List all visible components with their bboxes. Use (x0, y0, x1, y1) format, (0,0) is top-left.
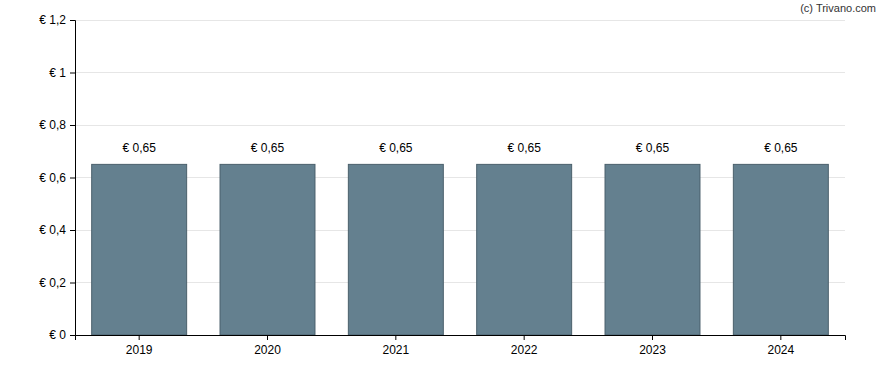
grid-line (75, 20, 845, 21)
plot: € 0€ 0,2€ 0,4€ 0,6€ 0,8€ 1€ 1,2201920202… (39, 13, 845, 356)
y-tick-mark (70, 20, 75, 21)
data-label: € 0,65 (379, 141, 413, 155)
y-tick: € 0,6 (39, 171, 75, 185)
bar (477, 164, 572, 335)
x-tick: 2020 (254, 335, 281, 357)
grid-line (75, 282, 845, 283)
grid-line (75, 177, 845, 178)
x-tick-mark (267, 335, 268, 340)
x-tick: 2022 (511, 335, 538, 357)
y-tick-mark (70, 178, 75, 179)
y-tick: € 1 (49, 66, 75, 80)
x-tick-label: 2019 (126, 343, 153, 357)
y-tick-mark (70, 73, 75, 74)
y-tick: € 0,2 (39, 276, 75, 290)
x-tick-label: 2023 (639, 343, 666, 357)
x-tick-label: 2020 (254, 343, 281, 357)
y-tick-label: € 1,2 (39, 13, 66, 27)
y-tick-label: € 0,6 (39, 171, 66, 185)
bar (348, 164, 443, 335)
data-label: € 0,65 (251, 141, 285, 155)
x-tick-mark (395, 335, 396, 340)
copyright: (c) Trivano.com (800, 2, 876, 14)
x-tick: 2019 (126, 335, 153, 357)
x-tick-label: 2022 (511, 343, 538, 357)
y-tick-mark (70, 283, 75, 284)
x-tick-mark (652, 335, 653, 340)
annotations: (c) Trivano.com (800, 2, 876, 14)
y-tick: € 0,4 (39, 223, 75, 237)
bar (220, 164, 315, 335)
y-tick-label: € 1 (49, 66, 66, 80)
data-label: € 0,65 (636, 141, 670, 155)
x-tick: 2021 (382, 335, 409, 357)
y-tick: € 1,2 (39, 13, 75, 27)
y-tick: € 0,8 (39, 118, 75, 132)
y-axis-line (70, 21, 76, 336)
y-tick-label: € 0,2 (39, 276, 66, 290)
x-tick-mark (139, 335, 140, 340)
y-tick: € 0 (49, 328, 75, 342)
x-tick-label: 2021 (382, 343, 409, 357)
y-tick-label: € 0 (49, 328, 66, 342)
data-label: € 0,65 (122, 141, 156, 155)
y-tick-mark (70, 230, 75, 231)
x-tick: 2024 (767, 335, 794, 357)
bar (92, 164, 187, 335)
bar (605, 164, 700, 335)
y-tick-mark (70, 335, 75, 336)
x-tick-label: 2024 (767, 343, 794, 357)
x-tick: 2023 (639, 335, 666, 357)
y-tick-mark (70, 125, 75, 126)
data-label: € 0,65 (764, 141, 798, 155)
bars (92, 164, 829, 335)
x-axis-line (76, 336, 846, 341)
y-tick-label: € 0,8 (39, 118, 66, 132)
data-labels: € 0,65 € 0,65 € 0,65 € 0,65 € 0,65 € 0,65 (122, 141, 797, 155)
y-tick-label: € 0,4 (39, 223, 66, 237)
grid-line (75, 125, 845, 126)
data-label: € 0,65 (507, 141, 541, 155)
grid (75, 20, 845, 335)
grid-line (75, 230, 845, 231)
y-axis: € 0 € 0,2 € 0,4 € 0,6 € 0,8 € 1 € 1,2 (39, 13, 75, 342)
x-tick-mark (780, 335, 781, 340)
grid-line (75, 72, 845, 73)
x-tick-mark (524, 335, 525, 340)
x-axis: 2019 2020 2021 2022 2023 2024 (76, 335, 846, 357)
bar (733, 164, 828, 335)
chart: € 0€ 0,2€ 0,4€ 0,6€ 0,8€ 1€ 1,2201920202… (0, 0, 888, 370)
